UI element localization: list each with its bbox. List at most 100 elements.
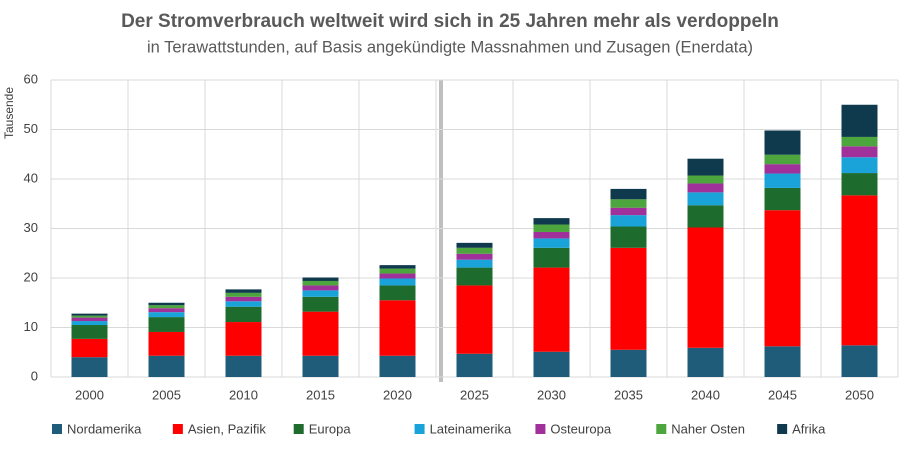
- legend-label: Lateinamerika: [430, 421, 512, 436]
- bar-segment: [841, 146, 878, 158]
- legend-label: Europa: [309, 421, 352, 436]
- bar-segment: [379, 268, 416, 274]
- bar-segment: [379, 355, 416, 377]
- bar-segment: [71, 315, 108, 318]
- bar-segment: [379, 265, 416, 269]
- y-tick-label: 10: [24, 319, 38, 334]
- bar-segment: [302, 290, 339, 297]
- legend-swatch: [414, 424, 425, 434]
- bar-segment: [456, 353, 493, 377]
- y-tick-label: 60: [24, 71, 38, 86]
- bar-segment: [610, 215, 647, 227]
- bar-segment: [533, 224, 570, 232]
- bar-segment: [687, 192, 724, 206]
- x-tick-label: 2010: [229, 387, 258, 402]
- bar-segment: [71, 338, 108, 358]
- bar-segment: [610, 226, 647, 248]
- bar-segment: [610, 247, 647, 350]
- chart-subtitle: in Terawattstunden, auf Basis angekündig…: [147, 38, 753, 56]
- bar-segment: [302, 311, 339, 356]
- bar-segment: [225, 306, 262, 323]
- x-tick-label: 2030: [537, 387, 566, 402]
- bar-segment: [225, 322, 262, 356]
- bar-segment: [225, 296, 262, 302]
- bar-segment: [610, 188, 647, 200]
- bar-segment: [456, 267, 493, 286]
- bar-segment: [610, 199, 647, 208]
- y-tick-label: 50: [24, 121, 38, 136]
- bar-segment: [148, 312, 185, 318]
- x-tick-label: 2040: [691, 387, 720, 402]
- legend-swatch: [777, 424, 788, 434]
- y-tick-label: 40: [24, 170, 38, 185]
- bar-segment: [764, 210, 801, 347]
- bar-segment: [379, 278, 416, 286]
- bar-segment: [533, 247, 570, 268]
- bar-segment: [764, 130, 801, 155]
- bar-segment: [687, 158, 724, 176]
- bar-segment: [148, 331, 185, 356]
- bar-segment: [71, 313, 108, 316]
- bar-segment: [841, 173, 878, 196]
- legend-label: Naher Osten: [671, 421, 745, 436]
- bar-segment: [841, 136, 878, 147]
- bar-segment: [225, 355, 262, 377]
- x-tick-label: 2045: [768, 387, 797, 402]
- bar-segment: [302, 355, 339, 377]
- y-tick-label: 20: [24, 269, 38, 284]
- bar-segment: [841, 104, 878, 137]
- y-tick-label: 0: [31, 368, 38, 383]
- legend-label: Osteuropa: [550, 421, 611, 436]
- bar-segment: [764, 187, 801, 211]
- bar-segment: [148, 305, 185, 309]
- y-tick-label: 30: [24, 220, 38, 235]
- legend-swatch: [172, 424, 183, 434]
- bar-segment: [533, 238, 570, 248]
- bar-segment: [841, 195, 878, 346]
- bar-segment: [533, 231, 570, 239]
- bar-segment: [379, 300, 416, 356]
- bar-segment: [302, 285, 339, 291]
- bar-segment: [71, 321, 108, 326]
- bar-segment: [71, 325, 108, 339]
- bar-segment: [841, 345, 878, 377]
- bar-segment: [379, 273, 416, 279]
- bar-segment: [456, 285, 493, 354]
- bar-segment: [687, 227, 724, 348]
- bar-segment: [764, 346, 801, 377]
- bar-segment: [71, 357, 108, 377]
- bar-segment: [533, 351, 570, 377]
- bar-segment: [456, 253, 493, 260]
- bar-segment: [302, 277, 339, 281]
- x-tick-label: 2005: [152, 387, 181, 402]
- legend-label: Afrika: [792, 421, 826, 436]
- legend-swatch: [656, 424, 667, 434]
- x-tick-label: 2020: [383, 387, 412, 402]
- bar-segment: [456, 242, 493, 248]
- bar-segment: [148, 355, 185, 377]
- bar-segment: [456, 259, 493, 268]
- bar-segment: [302, 280, 339, 286]
- legend-label: Nordamerika: [67, 421, 142, 436]
- x-tick-label: 2015: [306, 387, 335, 402]
- bar-segment: [841, 157, 878, 174]
- bar-segment: [687, 205, 724, 228]
- bar-segment: [610, 349, 647, 377]
- bar-segment: [687, 347, 724, 377]
- legend-swatch: [293, 424, 304, 434]
- bar-segment: [764, 154, 801, 165]
- x-tick-label: 2025: [460, 387, 489, 402]
- bar-segment: [764, 173, 801, 188]
- chart-title: Der Stromverbrauch weltweit wird sich in…: [121, 11, 779, 32]
- legend-swatch: [535, 424, 546, 434]
- bar-segment: [533, 267, 570, 352]
- bar-segment: [71, 317, 108, 322]
- bar-segment: [148, 317, 185, 332]
- x-tick-label: 2050: [845, 387, 874, 402]
- bar-segment: [610, 207, 647, 216]
- bar-segment: [687, 175, 724, 184]
- bar-segment: [533, 218, 570, 225]
- bar-segment: [148, 308, 185, 313]
- x-tick-label: 2000: [75, 387, 104, 402]
- bar-segment: [302, 296, 339, 312]
